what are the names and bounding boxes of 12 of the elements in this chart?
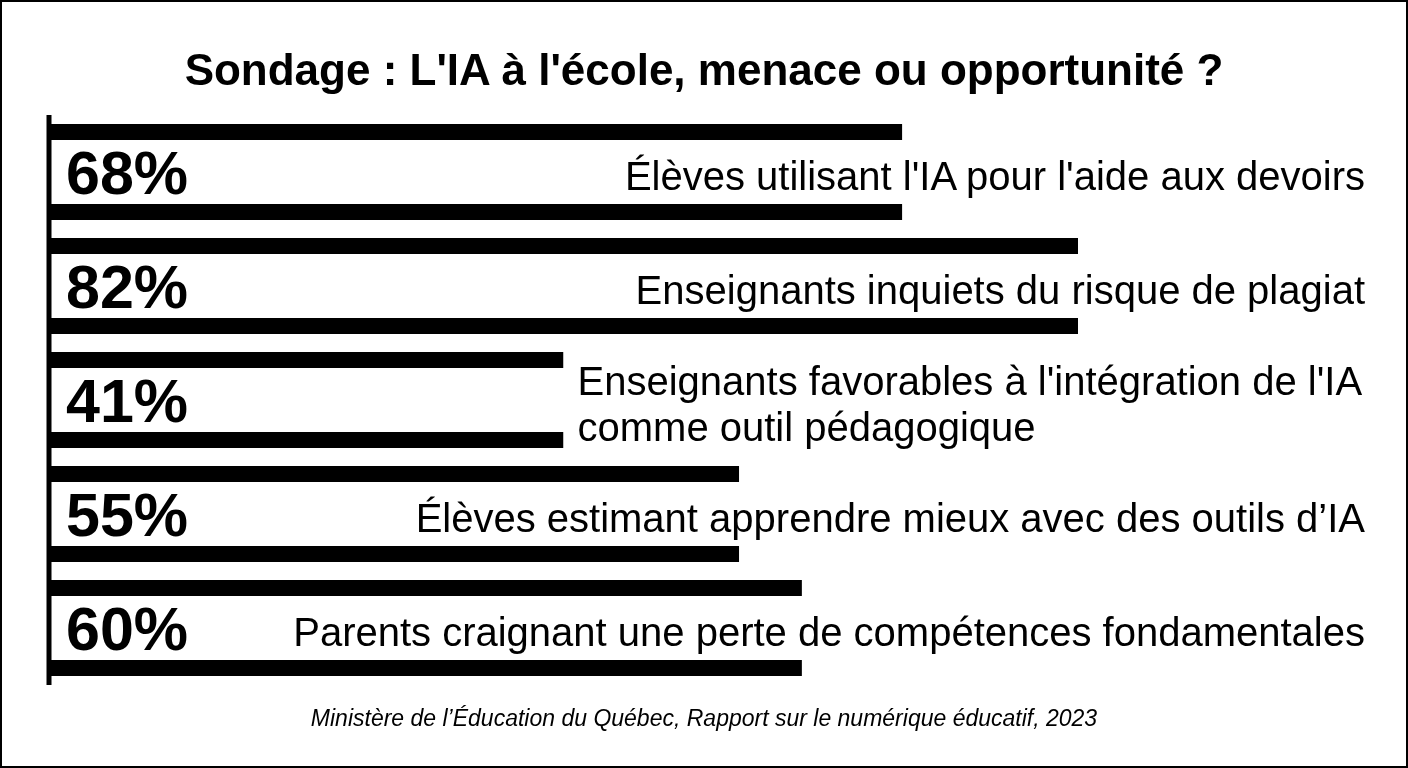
data-label: 68%	[66, 138, 189, 207]
y-tick-label: Parents craignant une perte de compétences fondamentales	[293, 609, 1365, 654]
chart-title: Sondage : L'IA à l'école, menace ou opportunité ?	[183, 44, 1225, 96]
y-tick-label: Élèves utilisant l'IA pour l'aide aux devoirs	[624, 153, 1365, 198]
y-tick-label: Enseignants inquiets du risque de plagiat	[635, 267, 1365, 312]
data-label: 60%	[66, 594, 189, 663]
data-label: 55%	[66, 480, 189, 549]
data-label: 41%	[66, 366, 189, 435]
data-label: 82%	[66, 252, 189, 321]
text: Ministère de l’Éducation du Québec, Rapport sur le numérique éducatif, 2023	[309, 704, 1099, 732]
y-tick-label: Enseignants favorables à l'intégration de l'IA comme outil pédagogique	[577, 358, 1363, 449]
y-tick-label: Élèves estimant apprendre mieux avec des outils d’IA	[415, 495, 1366, 540]
